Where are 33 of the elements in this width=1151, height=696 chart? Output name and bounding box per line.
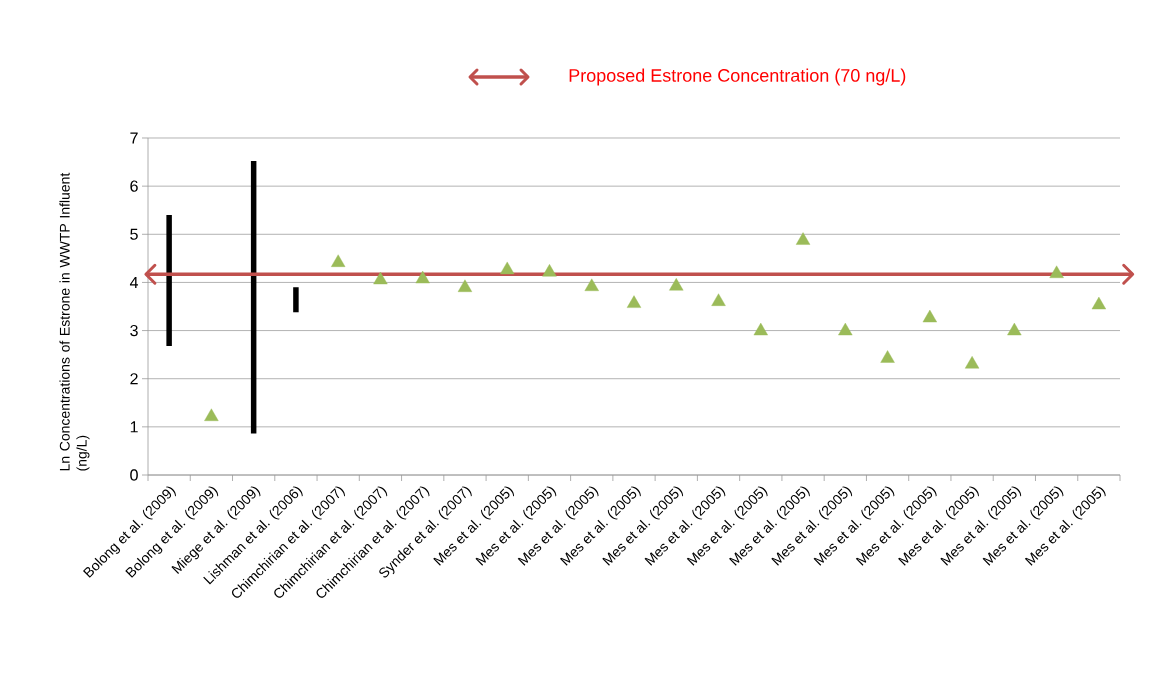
point	[669, 278, 684, 291]
y-tick-label: 3	[130, 324, 138, 337]
point	[1049, 265, 1064, 278]
y-tick-label: 4	[129, 276, 139, 288]
point	[331, 254, 346, 267]
y-tick-label: 6	[130, 180, 138, 192]
point	[964, 356, 980, 369]
point	[1091, 296, 1107, 310]
point	[626, 295, 642, 308]
y-tick-label: 7	[130, 132, 138, 144]
bar	[293, 287, 299, 313]
point	[415, 270, 430, 284]
point	[880, 350, 895, 363]
legend-label: Proposed Estrone Concentration (70 ng/L)	[569, 68, 906, 86]
point	[922, 309, 937, 323]
y-tick-label: 2	[130, 373, 138, 385]
y-tick-label: 1	[130, 421, 138, 433]
point	[753, 322, 768, 336]
point	[711, 293, 726, 306]
point	[584, 278, 599, 291]
point	[204, 408, 219, 421]
point	[795, 232, 811, 245]
point	[457, 279, 473, 292]
y-tick-label: 0	[130, 469, 138, 481]
point	[838, 322, 853, 336]
y-axis-title: Ln Concentrations of Estrone in WWTP Influent (ng/L)	[59, 172, 90, 471]
bar	[250, 161, 257, 434]
bar	[166, 215, 172, 346]
y-tick-label: 5	[130, 228, 138, 240]
point	[1007, 322, 1022, 336]
point	[373, 271, 388, 285]
point	[542, 264, 557, 277]
point	[500, 261, 515, 275]
